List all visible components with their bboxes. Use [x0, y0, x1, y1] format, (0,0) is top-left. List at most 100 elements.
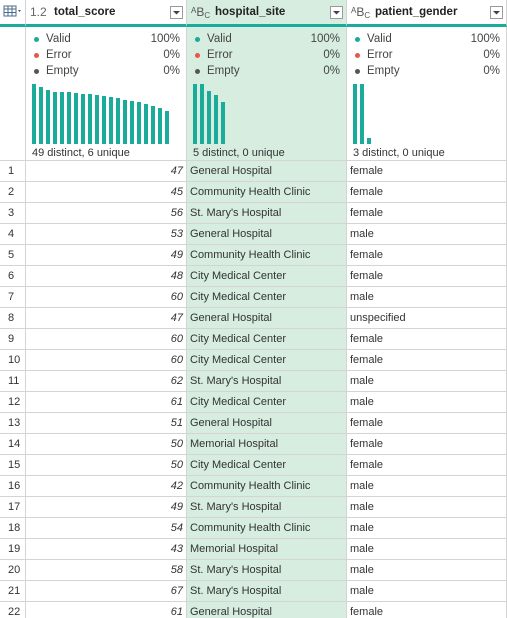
histogram-bar[interactable]: [137, 102, 141, 144]
histogram-bar[interactable]: [165, 111, 169, 144]
row-number[interactable]: 6: [0, 266, 26, 287]
row-number[interactable]: 11: [0, 371, 26, 392]
total-score-cell[interactable]: 62: [26, 371, 187, 392]
total-score-cell[interactable]: 43: [26, 539, 187, 560]
patient-gender-cell[interactable]: female: [347, 602, 507, 618]
row-number[interactable]: 3: [0, 203, 26, 224]
table-row[interactable]: 11 62 St. Mary's Hospital male: [0, 371, 507, 392]
histogram-bar[interactable]: [353, 84, 357, 144]
histogram-bar[interactable]: [116, 98, 120, 144]
hospital-site-cell[interactable]: St. Mary's Hospital: [187, 203, 347, 224]
table-row[interactable]: 6 48 City Medical Center female: [0, 266, 507, 287]
hospital-site-cell[interactable]: Community Health Clinic: [187, 182, 347, 203]
table-row[interactable]: 2 45 Community Health Clinic female: [0, 182, 507, 203]
patient-gender-cell[interactable]: female: [347, 182, 507, 203]
table-row[interactable]: 7 60 City Medical Center male: [0, 287, 507, 308]
table-row[interactable]: 3 56 St. Mary's Hospital female: [0, 203, 507, 224]
total-score-cell[interactable]: 58: [26, 560, 187, 581]
total-score-cell[interactable]: 48: [26, 266, 187, 287]
row-number[interactable]: 13: [0, 413, 26, 434]
table-row[interactable]: 8 47 General Hospital unspecified: [0, 308, 507, 329]
total-score-cell[interactable]: 61: [26, 392, 187, 413]
histogram-bar[interactable]: [360, 84, 364, 144]
total-score-cell[interactable]: 56: [26, 203, 187, 224]
table-row[interactable]: 16 42 Community Health Clinic male: [0, 476, 507, 497]
hospital-site-cell[interactable]: City Medical Center: [187, 392, 347, 413]
row-number[interactable]: 21: [0, 581, 26, 602]
table-row[interactable]: 1 47 General Hospital female: [0, 161, 507, 182]
total-score-cell[interactable]: 60: [26, 350, 187, 371]
histogram-bar[interactable]: [39, 87, 43, 144]
patient-gender-cell[interactable]: female: [347, 266, 507, 287]
table-menu-button[interactable]: [0, 0, 26, 27]
hospital-site-cell[interactable]: General Hospital: [187, 413, 347, 434]
hospital-site-cell[interactable]: Memorial Hospital: [187, 434, 347, 455]
column-filter-dropdown[interactable]: [330, 5, 343, 19]
total-score-cell[interactable]: 51: [26, 413, 187, 434]
histogram-bar[interactable]: [151, 106, 155, 144]
histogram-bar[interactable]: [130, 101, 134, 144]
hospital-site-cell[interactable]: St. Mary's Hospital: [187, 581, 347, 602]
hospital-site-cell[interactable]: City Medical Center: [187, 350, 347, 371]
row-number[interactable]: 17: [0, 497, 26, 518]
total-score-cell[interactable]: 42: [26, 476, 187, 497]
total-score-cell[interactable]: 47: [26, 161, 187, 182]
total-score-cell[interactable]: 50: [26, 434, 187, 455]
total-score-cell[interactable]: 50: [26, 455, 187, 476]
table-row[interactable]: 9 60 City Medical Center female: [0, 329, 507, 350]
row-number[interactable]: 16: [0, 476, 26, 497]
histogram-bar[interactable]: [221, 102, 225, 144]
row-number[interactable]: 18: [0, 518, 26, 539]
table-row[interactable]: 21 67 St. Mary's Hospital male: [0, 581, 507, 602]
patient-gender-cell[interactable]: male: [347, 224, 507, 245]
total-score-cell[interactable]: 54: [26, 518, 187, 539]
total-score-cell[interactable]: 67: [26, 581, 187, 602]
patient-gender-cell[interactable]: female: [347, 455, 507, 476]
hospital-site-cell[interactable]: City Medical Center: [187, 329, 347, 350]
row-number[interactable]: 20: [0, 560, 26, 581]
table-row[interactable]: 4 53 General Hospital male: [0, 224, 507, 245]
patient-gender-cell[interactable]: male: [347, 560, 507, 581]
row-number[interactable]: 19: [0, 539, 26, 560]
histogram-bar[interactable]: [95, 95, 99, 144]
patient-gender-cell[interactable]: female: [347, 329, 507, 350]
total-score-cell[interactable]: 60: [26, 287, 187, 308]
total-score-cell[interactable]: 45: [26, 182, 187, 203]
table-row[interactable]: 10 60 City Medical Center female: [0, 350, 507, 371]
patient-gender-cell[interactable]: male: [347, 476, 507, 497]
patient-gender-cell[interactable]: male: [347, 518, 507, 539]
hospital-site-cell[interactable]: City Medical Center: [187, 266, 347, 287]
patient-gender-cell[interactable]: male: [347, 371, 507, 392]
hospital-site-cell[interactable]: General Hospital: [187, 224, 347, 245]
histogram-bar[interactable]: [60, 92, 64, 144]
histogram-bar[interactable]: [109, 97, 113, 144]
histogram-bar[interactable]: [102, 96, 106, 144]
table-row[interactable]: 14 50 Memorial Hospital female: [0, 434, 507, 455]
column-filter-dropdown[interactable]: [490, 5, 503, 19]
histogram-bar[interactable]: [81, 94, 85, 144]
patient-gender-cell[interactable]: female: [347, 350, 507, 371]
patient-gender-cell[interactable]: unspecified: [347, 308, 507, 329]
patient-gender-cell[interactable]: male: [347, 539, 507, 560]
total-score-cell[interactable]: 49: [26, 245, 187, 266]
row-number[interactable]: 1: [0, 161, 26, 182]
row-number[interactable]: 2: [0, 182, 26, 203]
hospital-site-cell[interactable]: St. Mary's Hospital: [187, 560, 347, 581]
column-filter-dropdown[interactable]: [170, 5, 183, 19]
hospital-site-cell[interactable]: General Hospital: [187, 161, 347, 182]
total-score-cell[interactable]: 47: [26, 308, 187, 329]
histogram-bar[interactable]: [214, 95, 218, 144]
patient-gender-cell[interactable]: female: [347, 161, 507, 182]
decimal-number-icon[interactable]: 1.2: [30, 5, 47, 19]
histogram-bar[interactable]: [158, 108, 162, 144]
histogram-bar[interactable]: [207, 91, 211, 144]
column-header-total-score[interactable]: 1.2 total_score: [26, 0, 187, 27]
total-score-cell[interactable]: 60: [26, 329, 187, 350]
hospital-site-cell[interactable]: General Hospital: [187, 602, 347, 618]
total-score-cell[interactable]: 53: [26, 224, 187, 245]
hospital-site-cell[interactable]: City Medical Center: [187, 455, 347, 476]
hospital-site-cell[interactable]: St. Mary's Hospital: [187, 497, 347, 518]
